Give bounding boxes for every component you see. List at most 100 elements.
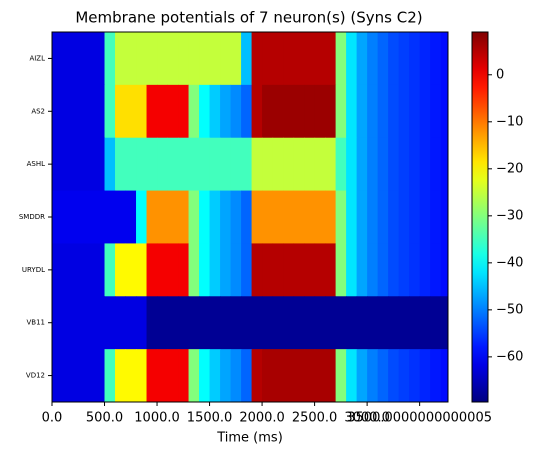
heatmap-cell [304,349,316,403]
heatmap-cell [398,190,410,244]
heatmap-cell [115,84,127,139]
heatmap-cell [157,84,169,139]
heatmap-cell [157,296,169,350]
heatmap-cell [178,296,190,350]
heatmap-cell [409,137,421,192]
heatmap-cell [419,137,431,192]
heatmap-cell [188,243,200,297]
heatmap-cell [230,243,242,297]
heatmap-cell [167,32,179,86]
heatmap-cell [325,84,337,139]
heatmap-cell [188,32,200,86]
heatmap-cell [304,190,316,244]
heatmap-cell [251,190,263,244]
heatmap-cell [377,296,389,350]
heatmap-cell [430,243,442,297]
heatmap-cell [335,84,347,139]
heatmap-cell [62,296,74,350]
heatmap-cell [125,32,137,86]
heatmap-cell [52,32,64,86]
heatmap-cell [356,32,368,86]
heatmap-cell [52,190,64,244]
heatmap-cell [178,190,190,244]
heatmap-cell [209,32,221,86]
heatmap-cell [430,32,442,86]
heatmap-cell [388,243,400,297]
plot-frame [51,31,449,403]
heatmap-cell [62,137,74,192]
heatmap-cell [335,32,347,86]
heatmap-cell [230,84,242,139]
heatmap-cell [178,32,190,86]
heatmap-cell [262,296,274,350]
y-tick-label: AS2 [31,107,45,115]
heatmap-cell [325,243,337,297]
heatmap-cell [325,32,337,86]
heatmap-cell [346,137,358,192]
heatmap-cell [398,296,410,350]
heatmap-cell [314,349,326,403]
heatmap-cell [430,137,442,192]
heatmap-cell [335,349,347,403]
heatmap-cell [83,243,95,297]
heatmap-cell [377,32,389,86]
y-tick-label: SMDDR [19,213,45,221]
heatmap-cell [199,296,211,350]
heatmap-cell [62,243,74,297]
x-tick-label: 3500.0000000000005 [347,411,492,426]
heatmap-cell [62,32,74,86]
heatmap-cell [409,190,421,244]
heatmap-cell [293,137,305,192]
heatmap-cell [388,32,400,86]
heatmap-cell [146,296,158,350]
heatmap-cell [94,296,106,350]
heatmap-cell [262,137,274,192]
heatmap-cell [314,243,326,297]
heatmap-cell [199,32,211,86]
heatmap-cell [272,349,284,403]
heatmap-cell [178,243,190,297]
heatmap-cell [83,32,95,86]
heatmap-cell [272,190,284,244]
heatmap-cell [104,296,116,350]
heatmap-cell [367,84,379,139]
y-tick-label: URYDL [22,266,45,274]
heatmap-cell [314,296,326,350]
heatmap-cell [377,349,389,403]
heatmap-cell [283,137,295,192]
heatmap-cell [220,190,232,244]
heatmap-cell [188,84,200,139]
heatmap-cell [136,349,148,403]
heatmap-cell [104,190,116,244]
x-tick-label: 1000.0 [134,411,180,426]
heatmap-cell [346,84,358,139]
heatmap-cell [178,349,190,403]
heatmap-cell [325,137,337,192]
colorbar-tick-label: −40 [496,255,523,270]
heatmap-cell [398,137,410,192]
heatmap-cell [419,84,431,139]
x-tick-label: 2000.0 [239,411,285,426]
heatmap-cell [293,84,305,139]
heatmap-cell [62,190,74,244]
heatmap-cell [272,32,284,86]
heatmap-cell [262,32,274,86]
heatmap-cell [115,296,127,350]
heatmap-cell [409,349,421,403]
heatmap-cell [209,243,221,297]
heatmap-cell [115,349,127,403]
heatmap-cell [146,190,158,244]
heatmap-cell [356,137,368,192]
y-tick-label: ASHL [27,160,45,168]
heatmap-cell [73,84,85,139]
heatmap-cell [167,84,179,139]
heatmap-cell [136,84,148,139]
heatmap-cell [430,349,442,403]
heatmap-cell [440,84,449,139]
heatmap-cell [251,296,263,350]
heatmap-cell [367,243,379,297]
heatmap-cell [199,84,211,139]
heatmap-cell [73,32,85,86]
heatmap-cell [440,296,449,350]
heatmap-cell [104,243,116,297]
